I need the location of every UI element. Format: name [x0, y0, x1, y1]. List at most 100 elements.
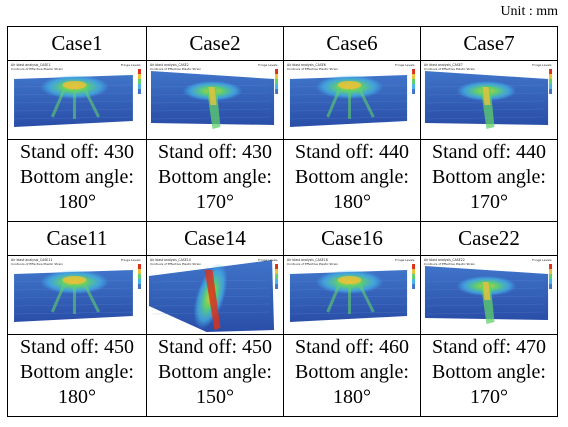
strain-streaks	[50, 88, 101, 119]
peak-strain-band	[204, 270, 221, 330]
angle-value: 170°	[470, 386, 508, 408]
legend-swatch	[549, 74, 553, 79]
legend-swatch	[137, 264, 141, 269]
angle-label: Bottom angle:	[20, 361, 134, 383]
simulation-subtitle: Contours of Effective Plastic Strain	[424, 262, 475, 266]
simulation-image: Air blast analysis_CASE14 Contours of Eff…	[146, 255, 284, 335]
peak-strain-band	[482, 282, 491, 300]
simulation-image: Air blast analysis_CASE7 Contours of Effe…	[420, 60, 558, 140]
case-title: Case1	[7, 26, 147, 61]
peak-strain-band	[337, 276, 362, 284]
unit-label: Unit : mm	[500, 4, 558, 19]
legend-swatch	[137, 84, 141, 89]
legend-swatch	[275, 284, 279, 289]
legend-title: Fringe Levels	[532, 63, 552, 67]
legend-swatch	[412, 264, 416, 269]
standoff-text: Stand off: 430	[157, 141, 273, 163]
angle-value: 180°	[58, 386, 96, 408]
legend-swatch	[275, 274, 279, 279]
legend-swatch	[549, 89, 553, 94]
case-image-row: Air blast analysis_CASE1 Contours of Effe…	[7, 60, 558, 140]
legend-swatch	[137, 279, 141, 284]
case-parameters: Stand off: 440 Bottom angle: 180°	[283, 139, 421, 222]
angle-value: 180°	[58, 191, 96, 213]
legend-swatch	[275, 69, 279, 74]
simulation-subtitle: Contours of Effective Plastic Strain	[287, 67, 338, 71]
legend-swatch	[137, 269, 141, 274]
standoff-text: Stand off: 470	[431, 336, 547, 358]
angle-label: Bottom angle:	[295, 361, 409, 383]
peak-strain-band	[62, 276, 87, 284]
simulation-subtitle: Contours of Effective Plastic Strain	[287, 262, 338, 266]
legend-swatch	[549, 274, 553, 279]
case-title: Case2	[146, 26, 284, 61]
simulation-image: Air blast analysis_CASE22 Contours of Eff…	[420, 255, 558, 335]
legend-title: Fringe Levels	[532, 258, 552, 262]
peak-strain-band	[337, 81, 362, 89]
simulation-subtitle: Contours of Effective Plastic Strain	[11, 262, 63, 266]
legend-swatch	[412, 274, 416, 279]
simulation-image: Air blast analysis_CASE11 Contours of Eff…	[7, 255, 147, 335]
legend-swatch	[412, 79, 416, 84]
simulation-subtitle: Contours of Effective Plastic Strain	[11, 67, 63, 71]
standoff-text: Stand off: 460	[294, 336, 410, 358]
case-image-row: Air blast analysis_CASE11 Contours of Eff…	[7, 255, 558, 335]
legend-title: Fringe Levels	[121, 63, 141, 67]
legend-swatch	[412, 284, 416, 289]
case-header-row: Case1 Case2 Case6 Case7	[7, 26, 558, 61]
legend-swatch	[412, 269, 416, 274]
case-title: Case7	[420, 26, 558, 61]
case-parameters: Stand off: 450 Bottom angle: 150°	[146, 334, 284, 417]
legend-title: Fringe Levels	[258, 63, 278, 67]
legend-title: Fringe Levels	[258, 258, 278, 262]
case-title: Case22	[420, 221, 558, 256]
legend-swatch	[412, 74, 416, 79]
case-title: Case11	[7, 221, 147, 256]
case-parameters: Stand off: 430 Bottom angle: 180°	[7, 139, 147, 222]
legend-swatch	[137, 89, 141, 94]
simulation-title: Air blast analysis_CASE7	[424, 63, 463, 67]
standoff-text: Stand off: 450	[19, 336, 135, 358]
legend-swatch	[275, 264, 279, 269]
angle-value: 180°	[333, 191, 371, 213]
case-info-row: Stand off: 450 Bottom angle: 180° Stand …	[7, 334, 558, 417]
standoff-text: Stand off: 450	[157, 336, 273, 358]
simulation-title: Air blast analysis_CASE11	[11, 258, 53, 262]
simulation-subtitle: Contours of Effective Plastic Strain	[150, 67, 201, 71]
peak-strain-band	[62, 81, 87, 89]
legend-swatch	[275, 269, 279, 274]
case-title: Case16	[283, 221, 421, 256]
case-parameters: Stand off: 440 Bottom angle: 170°	[420, 139, 558, 222]
case-comparison-table: Case1 Case2 Case6 Case7 Air blast analys…	[7, 26, 558, 417]
legend-swatch	[549, 69, 553, 74]
case-parameters: Stand off: 470 Bottom angle: 170°	[420, 334, 558, 417]
legend-swatch	[137, 69, 141, 74]
simulation-title: Air blast analysis_CASE16	[287, 258, 328, 262]
legend-swatch	[275, 89, 279, 94]
legend-swatch	[549, 279, 553, 284]
peak-strain-band	[208, 87, 217, 105]
angle-label: Bottom angle:	[158, 166, 272, 188]
angle-label: Bottom angle:	[158, 361, 272, 383]
legend-swatch	[275, 74, 279, 79]
angle-label: Bottom angle:	[432, 166, 546, 188]
simulation-title: Air blast analysis_CASE14	[150, 258, 191, 262]
peak-strain-band	[482, 87, 491, 105]
angle-value: 150°	[196, 386, 234, 408]
angle-value: 170°	[470, 191, 508, 213]
simulation-subtitle: Contours of Effective Plastic Strain	[424, 67, 475, 71]
simulation-title: Air blast analysis_CASE2	[150, 63, 189, 67]
legend-swatch	[275, 279, 279, 284]
simulation-image: Air blast analysis_CASE6 Contours of Effe…	[283, 60, 421, 140]
standoff-text: Stand off: 440	[431, 141, 547, 163]
angle-label: Bottom angle:	[295, 166, 409, 188]
case-parameters: Stand off: 430 Bottom angle: 170°	[146, 139, 284, 222]
legend-swatch	[137, 79, 141, 84]
angle-label: Bottom angle:	[432, 361, 546, 383]
simulation-image: Air blast analysis_CASE16 Contours of Eff…	[283, 255, 421, 335]
